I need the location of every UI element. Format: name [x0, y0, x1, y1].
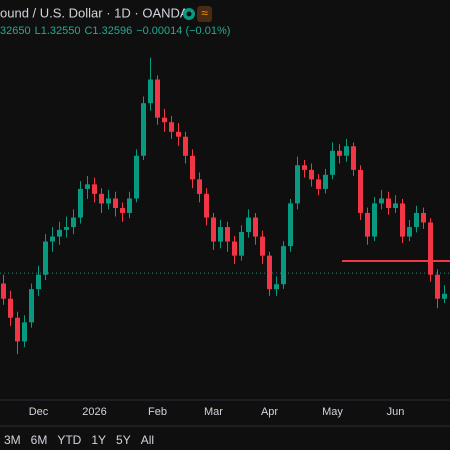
candle-body: [148, 79, 153, 104]
ohlc-value: L1.32550: [35, 25, 81, 37]
x-tick-label: Feb: [148, 406, 167, 418]
candle-body: [183, 136, 188, 156]
candle-body: [239, 232, 244, 256]
candle-body: [309, 169, 314, 180]
x-tick-label: Jun: [387, 406, 405, 418]
x-tick-label: Apr: [261, 406, 278, 418]
x-tick-label: Dec: [29, 406, 49, 418]
x-tick-label: 2026: [82, 406, 106, 418]
candle-body: [155, 79, 160, 118]
x-tick-label: May: [322, 406, 343, 418]
candle-body: [57, 229, 62, 237]
candle-body: [204, 193, 209, 218]
candle-body: [225, 227, 230, 242]
candle-body: [372, 203, 377, 237]
ohlc-value: −0.00014 (−0.01%): [136, 25, 230, 37]
candle-body: [407, 227, 412, 237]
candle-body: [169, 122, 174, 132]
candle-body: [36, 274, 41, 290]
candle-body: [351, 146, 356, 170]
ohlc-value: C1.32596: [84, 25, 132, 37]
candle-body: [337, 150, 342, 156]
candle-body: [421, 212, 426, 223]
candle-body: [281, 246, 286, 285]
candle-body: [211, 217, 216, 242]
range-button[interactable]: YTD: [57, 433, 81, 447]
candle-body: [246, 217, 251, 232]
candle-body: [1, 283, 6, 299]
candle-body: [288, 203, 293, 247]
candle-body: [365, 212, 370, 237]
candle-body: [50, 236, 55, 242]
candle-body: [435, 274, 440, 299]
candle-body: [330, 150, 335, 175]
candle-body: [316, 179, 321, 189]
candle-body: [78, 188, 83, 218]
range-button[interactable]: All: [141, 433, 154, 447]
candle-body: [43, 241, 48, 275]
candle-body: [120, 208, 125, 213]
candle-body: [127, 198, 132, 213]
candle-body: [400, 203, 405, 237]
candle-body: [267, 255, 272, 290]
candle-body: [190, 155, 195, 180]
candle-body: [71, 217, 76, 228]
candle-body: [162, 117, 167, 123]
candle-body: [414, 212, 419, 228]
delay-icon[interactable]: [197, 6, 212, 22]
candle-body: [92, 184, 97, 194]
candle-body: [22, 322, 27, 342]
candle-body: [323, 174, 328, 189]
candle-body: [15, 317, 20, 342]
candle-body: [134, 155, 139, 199]
candle-body: [358, 169, 363, 213]
candle-body: [218, 227, 223, 242]
candle-body: [232, 241, 237, 256]
range-button[interactable]: 5Y: [116, 433, 131, 447]
candle-body: [344, 146, 349, 156]
status-dot-center: [186, 11, 192, 17]
range-button[interactable]: 3M: [4, 433, 21, 447]
delay-icon-glyph: ≈: [201, 6, 208, 20]
candle-body: [85, 184, 90, 189]
candle-body: [428, 222, 433, 275]
candle-body: [99, 193, 104, 204]
candle-body: [29, 289, 34, 323]
x-tick-label: Mar: [204, 406, 223, 418]
candle-body: [253, 217, 258, 237]
candle-body: [379, 198, 384, 204]
candle-body: [197, 179, 202, 194]
candle-body: [113, 198, 118, 208]
candle-body: [64, 227, 69, 230]
candle-body: [274, 284, 279, 290]
ohlc-value: 32650: [0, 25, 31, 37]
range-button[interactable]: 6M: [31, 433, 48, 447]
candle-body: [8, 298, 13, 318]
candle-body: [106, 198, 111, 204]
candle-body: [141, 103, 146, 156]
range-button[interactable]: 1Y: [91, 433, 106, 447]
candle-body: [295, 165, 300, 204]
candle-body: [442, 293, 447, 299]
candle-body: [393, 203, 398, 208]
symbol-title: ound / U.S. Dollar · 1D · OANDA: [0, 5, 189, 20]
candle-body: [260, 236, 265, 256]
candle-body: [176, 131, 181, 137]
candle-body: [302, 165, 307, 170]
candle-body: [386, 198, 391, 208]
